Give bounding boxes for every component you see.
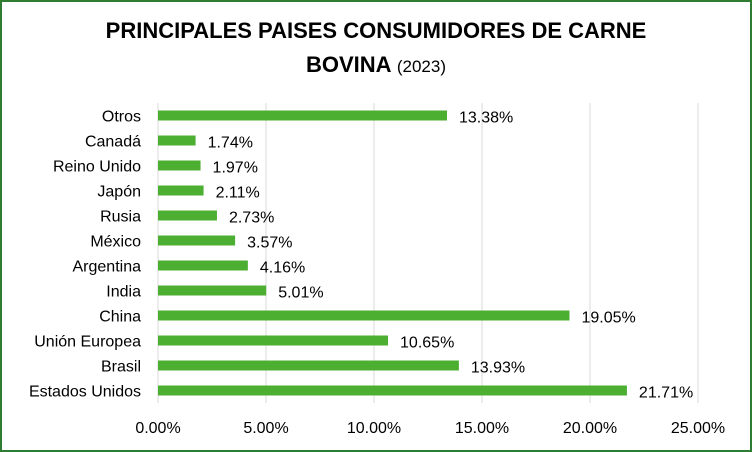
data-label: 10.65%: [400, 335, 454, 352]
bar: [158, 285, 267, 296]
bar: [158, 310, 570, 321]
y-tick-label: China: [99, 309, 141, 326]
y-tick-label: Otros: [102, 109, 141, 126]
x-tick-label: 0.00%: [135, 420, 180, 437]
chart-title-line2: BOVINA (2023): [2, 52, 750, 78]
y-tick-label: Brasil: [101, 359, 141, 376]
data-label: 1.97%: [213, 160, 258, 177]
data-label: 3.57%: [247, 235, 292, 252]
bar: [158, 210, 217, 221]
data-label: 19.05%: [581, 310, 635, 327]
x-tick-label: 15.00%: [455, 420, 509, 437]
y-tick-label: Canadá: [85, 134, 141, 151]
bar: [158, 385, 627, 396]
bar: [158, 185, 204, 196]
bar: [158, 235, 236, 246]
x-tick-label: 5.00%: [243, 420, 288, 437]
data-label: 1.74%: [208, 135, 253, 152]
y-tick-label: México: [90, 234, 141, 251]
chart-title-bold: BOVINA: [305, 52, 391, 77]
y-tick-label: Japón: [97, 184, 141, 201]
data-label: 5.01%: [278, 285, 323, 302]
bar: [158, 110, 448, 121]
y-tick-label: Rusia: [100, 209, 141, 226]
y-tick-label: Argentina: [73, 259, 142, 276]
data-label: 13.93%: [471, 360, 525, 377]
x-tick-label: 20.00%: [563, 420, 617, 437]
y-tick-label: Unión Europea: [34, 334, 141, 351]
y-tick-label: India: [106, 284, 141, 301]
bar: [158, 160, 201, 171]
y-tick-label: Estados Unidos: [29, 384, 141, 401]
bar: [158, 135, 196, 146]
data-label: 4.16%: [260, 260, 305, 277]
data-label: 2.73%: [229, 210, 274, 227]
bar: [158, 335, 389, 346]
data-label: 21.71%: [639, 385, 693, 402]
bar: [158, 360, 459, 371]
bar: [158, 260, 248, 271]
chart-title-year: (2023): [396, 57, 446, 76]
x-tick-label: 10.00%: [347, 420, 401, 437]
y-tick-label: Reino Unido: [53, 159, 141, 176]
x-tick-label: 25.00%: [671, 420, 725, 437]
data-label: 13.38%: [459, 110, 513, 127]
chart-title-line1: PRINCIPALES PAISES CONSUMIDORES DE CARNE: [105, 18, 647, 43]
data-label: 2.11%: [216, 185, 260, 202]
